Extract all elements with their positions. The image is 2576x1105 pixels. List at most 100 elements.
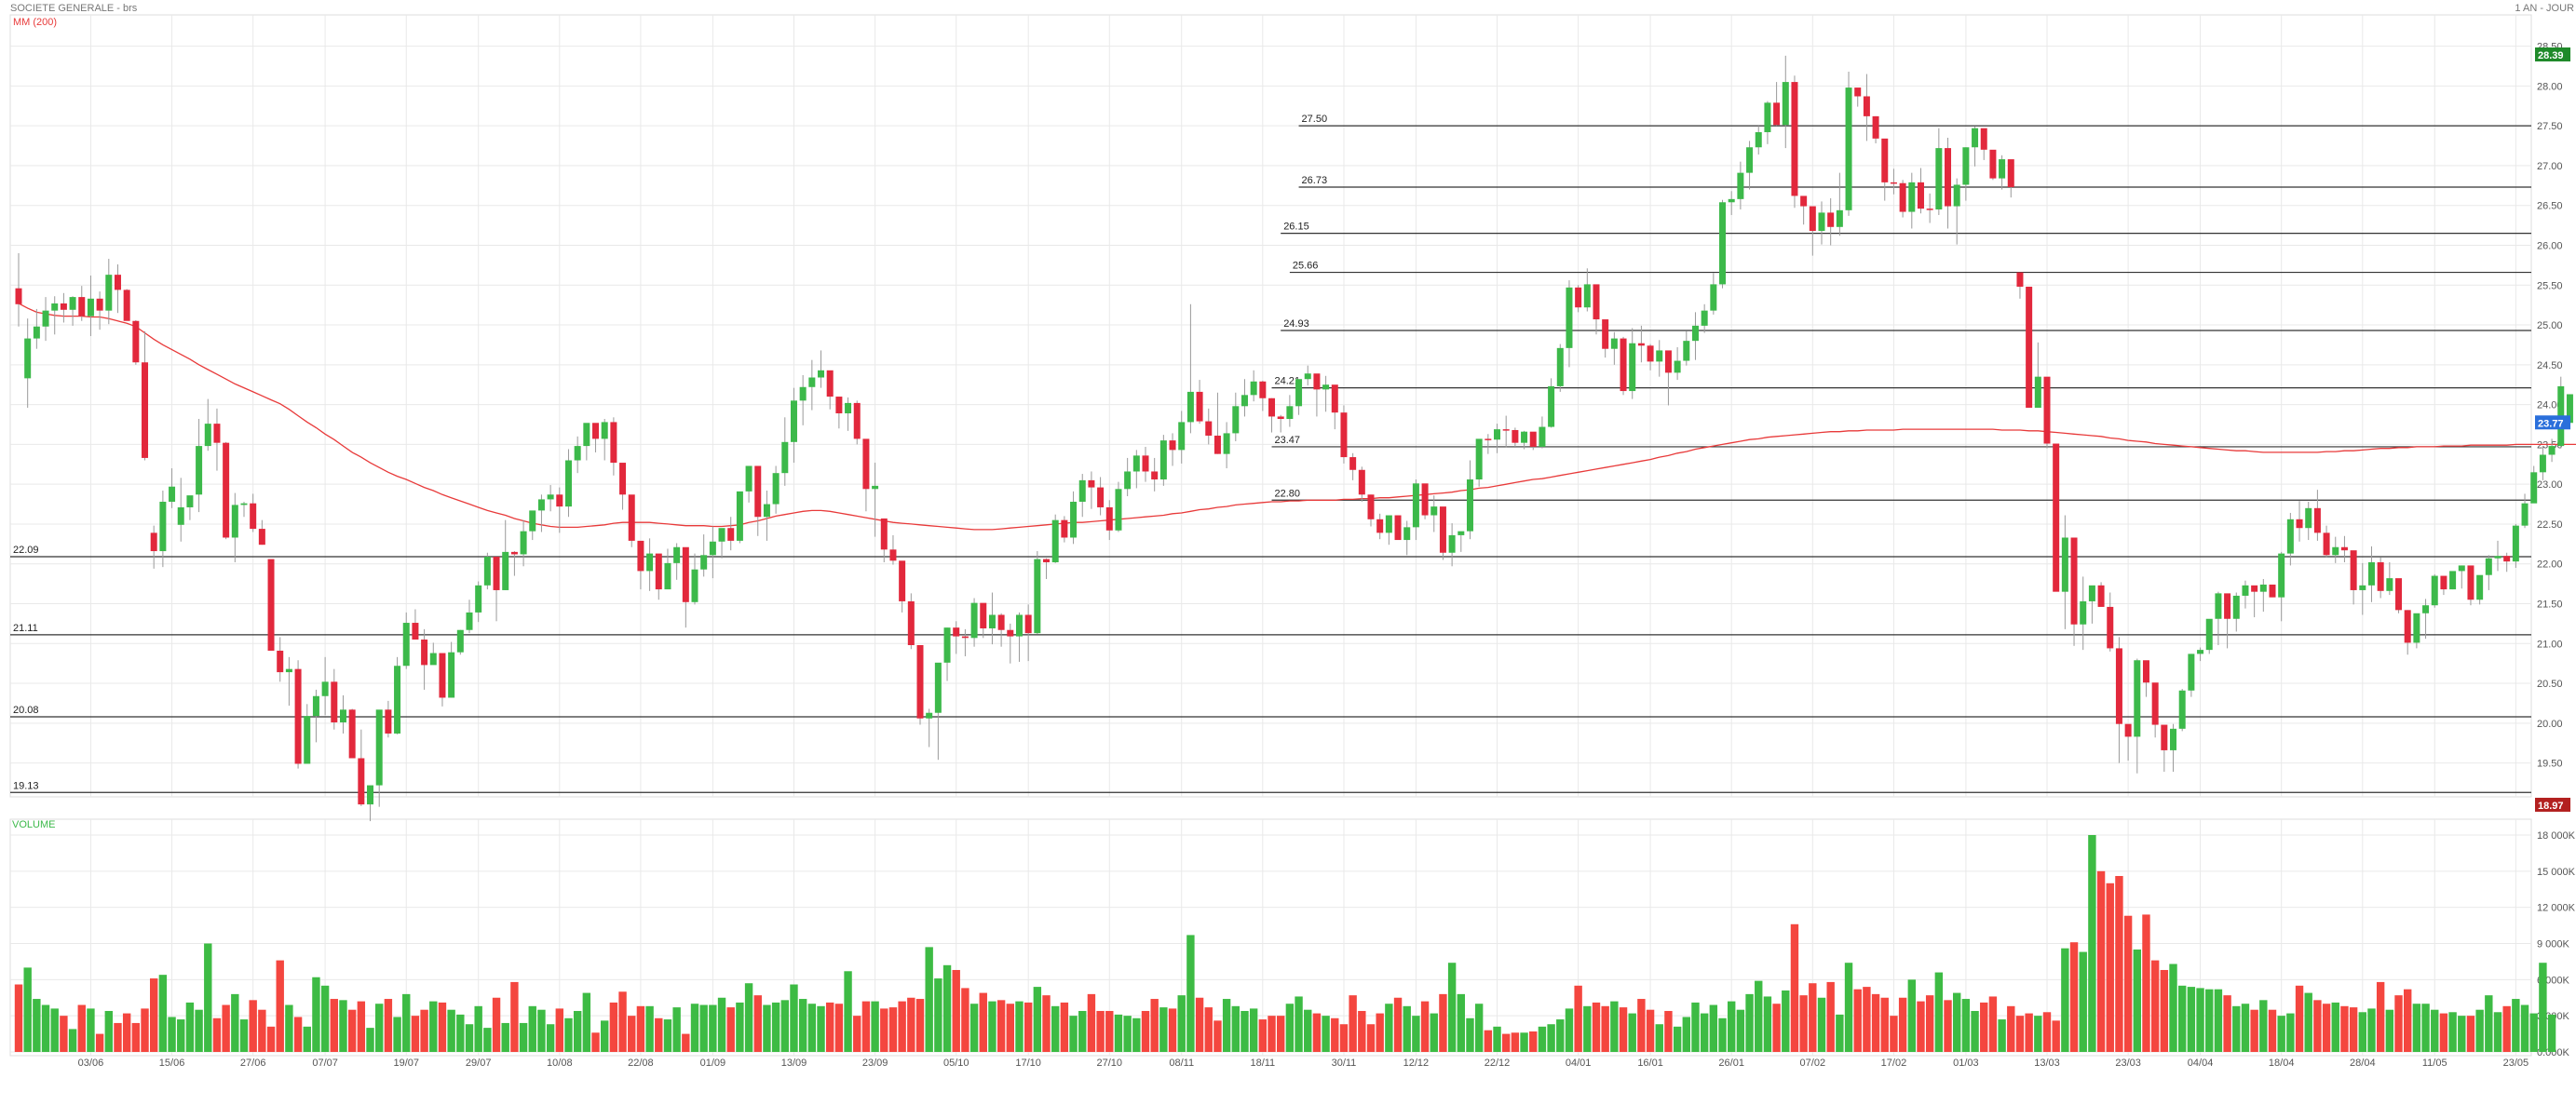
volume-bar — [1195, 997, 1204, 1052]
candle-body — [1250, 381, 1257, 396]
volume-bar — [1826, 981, 1835, 1052]
volume-bar — [2539, 963, 2547, 1052]
y-tick-label: 22.50 — [2537, 519, 2563, 531]
volume-bar — [1538, 1026, 1547, 1052]
x-tick-label: 28/04 — [2350, 1058, 2376, 1069]
volume-bar — [1213, 1020, 1222, 1052]
candle-body — [258, 529, 265, 546]
x-tick-label: 10/08 — [547, 1058, 573, 1069]
candle-body — [1683, 341, 1690, 361]
volume-bar — [1772, 1004, 1781, 1052]
candle-body — [2512, 525, 2519, 562]
volume-bar — [2412, 1004, 2421, 1052]
volume-bar — [1755, 980, 1763, 1052]
candle-body — [2142, 660, 2149, 683]
volume-bar — [1637, 999, 1646, 1052]
volume-bar — [456, 1014, 465, 1052]
x-tick-label: 05/10 — [943, 1058, 969, 1069]
level-label: 24.93 — [1283, 318, 1309, 330]
y-tick-label: 25.00 — [2537, 320, 2563, 331]
candle-body — [1935, 148, 1943, 209]
volume-bar — [591, 1032, 600, 1052]
candle-body — [1340, 412, 1348, 458]
candle-body — [1331, 384, 1338, 413]
volume-bar — [655, 1017, 663, 1052]
volume-bar — [601, 1020, 609, 1052]
volume-bar — [2007, 1005, 2015, 1052]
candle-body — [1854, 88, 1862, 97]
candle-body — [1223, 433, 1230, 454]
x-tick-label: 30/11 — [1332, 1058, 1357, 1069]
volume-bar — [1817, 997, 1826, 1052]
volume-bar — [2295, 985, 2304, 1052]
volume-bar — [1998, 1019, 2006, 1052]
level-label: 22.80 — [1275, 488, 1301, 499]
candle-body — [1494, 429, 1501, 440]
volume-bar — [1123, 1016, 1132, 1052]
volume-bar — [1349, 995, 1357, 1052]
candle-body — [1105, 506, 1113, 531]
candle-body — [114, 275, 121, 290]
candle-body — [277, 650, 284, 673]
candle-body — [421, 640, 428, 666]
candle-body — [231, 505, 238, 538]
candle-body — [2107, 606, 2114, 649]
volume-bar — [1511, 1032, 1520, 1052]
volume-bar — [1249, 1008, 1258, 1052]
candle-body — [339, 709, 346, 722]
volume-bar — [969, 1004, 979, 1052]
volume-bar — [709, 1004, 717, 1052]
volume-bar — [2088, 835, 2096, 1052]
candle-body — [2251, 585, 2258, 592]
y-tick-label: 21.00 — [2537, 639, 2563, 650]
candle-body — [1286, 406, 1294, 420]
candle-body — [1394, 515, 1402, 541]
volume-bar — [2421, 1004, 2430, 1052]
volume-bar — [826, 1002, 834, 1052]
candle-body — [96, 298, 103, 311]
candle-body — [2161, 724, 2168, 750]
candle-body — [367, 785, 374, 805]
candle-body — [1647, 345, 1654, 362]
candle-body — [2467, 565, 2474, 600]
last-price-badge-bg — [2535, 415, 2570, 430]
volume-bar — [1961, 999, 1971, 1052]
candle-body — [493, 557, 500, 590]
moving-average-line — [18, 303, 2576, 531]
candle-body — [1674, 360, 1681, 373]
volume-bar — [763, 1004, 771, 1052]
candle-body — [1764, 102, 1771, 132]
volume-bar — [1024, 1002, 1033, 1052]
volume-bar — [2512, 999, 2520, 1052]
volume-bar — [185, 1002, 195, 1052]
x-tick-label: 01/03 — [1953, 1058, 1979, 1069]
x-tick-label: 11/05 — [2422, 1058, 2447, 1069]
x-tick-label: 27/10 — [1097, 1058, 1123, 1069]
candle-body — [1169, 440, 1176, 451]
candle-body — [673, 546, 681, 563]
candle-body — [42, 310, 49, 327]
candle-body — [394, 666, 401, 734]
y-tick-label: 27.00 — [2537, 161, 2563, 172]
candle-body — [889, 549, 897, 561]
volume-bar — [2196, 988, 2204, 1052]
candle-body — [1115, 489, 1122, 531]
volume-bar — [690, 1004, 699, 1052]
volume-bar — [2169, 964, 2177, 1052]
volume-bar — [898, 1001, 906, 1052]
candle-body — [1593, 284, 1600, 320]
candle-body — [1457, 531, 1465, 535]
volume-bar — [177, 1019, 185, 1052]
level-label: 26.73 — [1302, 175, 1328, 186]
volume-bar — [834, 1004, 844, 1052]
period-label[interactable]: 1 AN - JOUR — [2515, 3, 2574, 14]
volume-bar — [95, 1033, 104, 1052]
candle-body — [916, 644, 924, 719]
candle-body — [1521, 431, 1528, 443]
volume-bar — [492, 997, 501, 1052]
candle-body — [1539, 426, 1546, 447]
volume-bar — [483, 1028, 492, 1052]
candle-body — [1945, 148, 1952, 207]
volume-bar — [537, 1009, 546, 1052]
candle-body — [2458, 565, 2465, 572]
